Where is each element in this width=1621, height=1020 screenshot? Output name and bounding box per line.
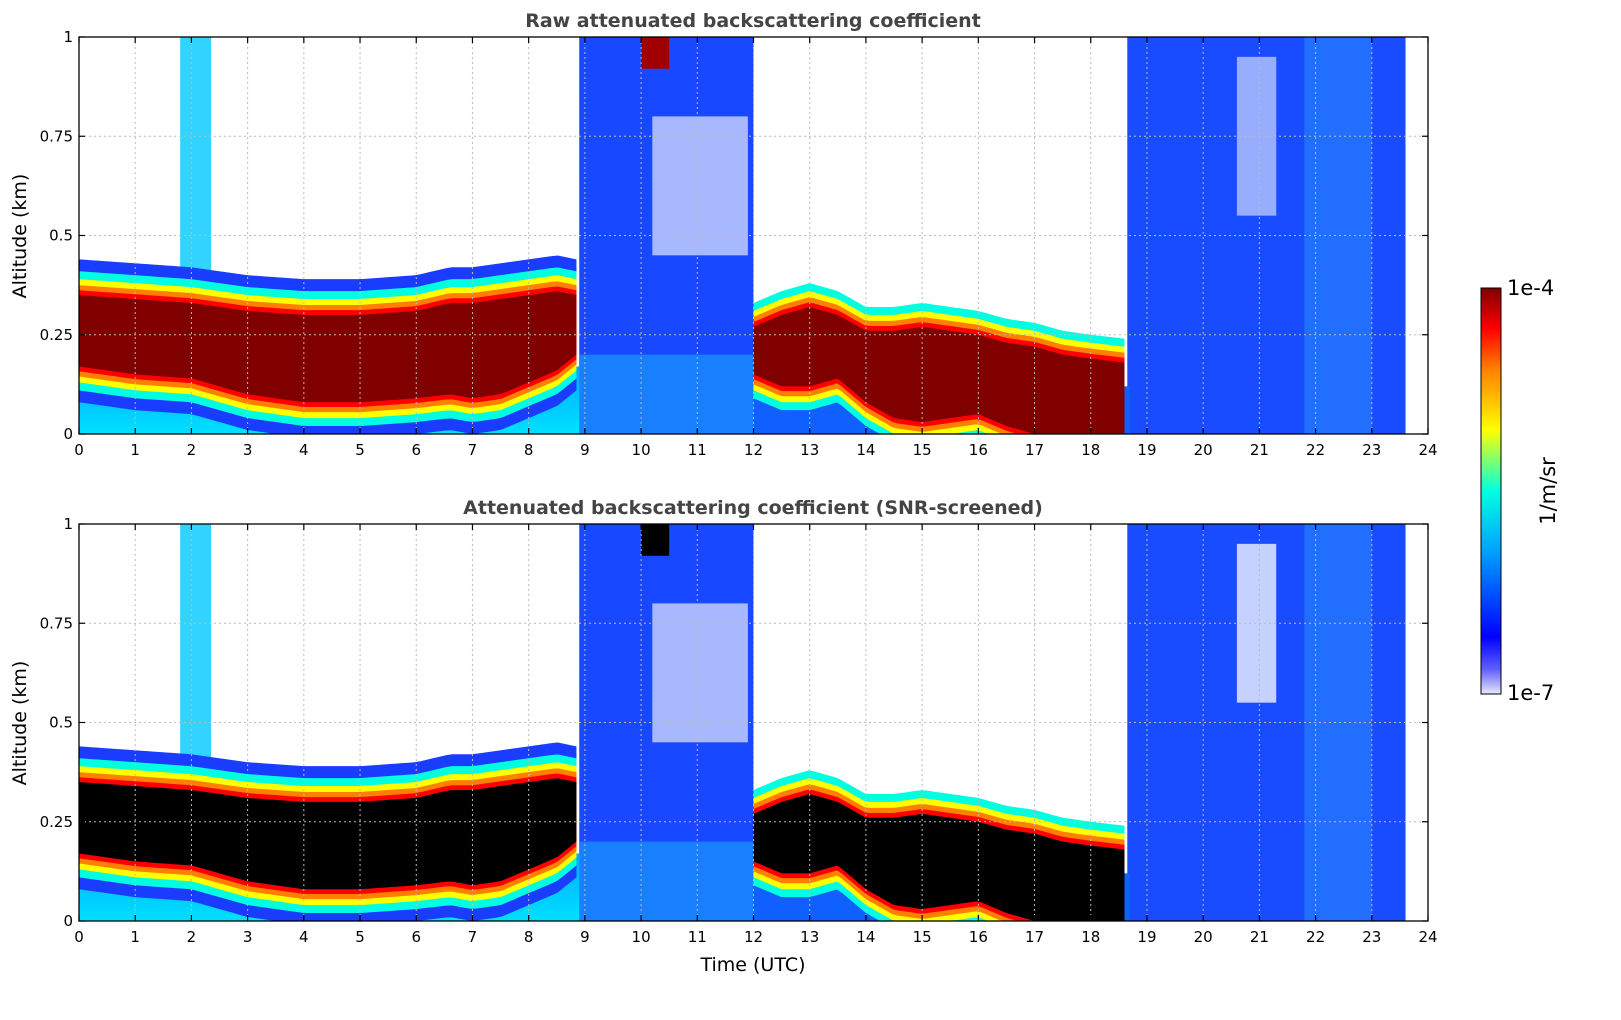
aerosol-layer-band-4	[79, 778, 577, 890]
x-tick-label: 8	[524, 441, 534, 459]
x-tick-label: 9	[580, 441, 590, 459]
x-tick-label: 18	[1081, 441, 1100, 459]
x-tick-label: 23	[1362, 928, 1381, 946]
x-tick-label: 13	[800, 928, 819, 946]
x-tick-label: 18	[1081, 928, 1100, 946]
top-cloud	[641, 37, 670, 69]
x-tick-label: 15	[913, 441, 932, 459]
x-tick-label: 8	[524, 928, 534, 946]
x-tick-label: 21	[1250, 441, 1269, 459]
x-tick-label: 12	[744, 928, 763, 946]
x-tick-label: 7	[468, 441, 478, 459]
y-tick-label: 0	[63, 425, 73, 443]
y-tick-label: 0.25	[40, 326, 73, 344]
x-tick-label: 9	[580, 928, 590, 946]
colorbar: 1e-4 1e-7 1/m/sr	[1480, 276, 1560, 705]
cirrus	[180, 37, 212, 307]
x-tick-label: 17	[1025, 441, 1044, 459]
x-tick-label: 23	[1362, 441, 1381, 459]
x-tick-label: 3	[243, 441, 253, 459]
x-tick-label: 19	[1137, 928, 1156, 946]
ground-band-2	[579, 841, 754, 921]
y-tick-label: 0.5	[49, 227, 73, 245]
x-tick-label: 16	[969, 441, 988, 459]
x-tick-label: 10	[632, 441, 651, 459]
panel-screened-grid	[79, 524, 1428, 921]
x-tick-label: 7	[468, 928, 478, 946]
panel-raw-grid	[79, 37, 1428, 434]
afternoon-layer-band-4	[753, 794, 1125, 921]
y-tick-label: 0.5	[49, 714, 73, 732]
x-tick-label: 1	[130, 928, 140, 946]
top-cloud	[641, 524, 670, 556]
x-tick-label: 20	[1194, 441, 1213, 459]
panel-raw-heatmap	[79, 37, 1406, 434]
x-tick-label: 5	[355, 928, 365, 946]
panel-raw: Raw attenuated backscattering coefficien…	[9, 10, 1438, 459]
y-tick-label: 0.25	[40, 813, 73, 831]
panel-screened-heatmap	[79, 524, 1406, 921]
x-tick-label: 0	[74, 441, 84, 459]
y-tick-label: 1	[63, 28, 73, 46]
x-tick-label: 22	[1306, 441, 1325, 459]
colorbar-unit-label: 1/m/sr	[1536, 457, 1560, 525]
x-tick-label: 0	[74, 928, 84, 946]
y-tick-label: 0.75	[40, 614, 73, 632]
x-tick-label: 3	[243, 928, 253, 946]
x-tick-label: 19	[1137, 441, 1156, 459]
x-tick-label: 20	[1194, 928, 1213, 946]
x-tick-label: 11	[688, 928, 707, 946]
colorbar-min-label: 1e-7	[1507, 681, 1554, 705]
y-tick-label: 0.75	[40, 127, 73, 145]
x-tick-label: 6	[411, 928, 421, 946]
panel-screened-title: Attenuated backscattering coefficient (S…	[463, 497, 1043, 519]
x-tick-label: 2	[187, 441, 197, 459]
panel-screened-xlabel: Time (UTC)	[699, 954, 805, 976]
x-tick-label: 24	[1418, 441, 1437, 459]
x-tick-label: 1	[130, 441, 140, 459]
x-tick-label: 5	[355, 441, 365, 459]
y-tick-label: 1	[63, 515, 73, 533]
x-tick-label: 15	[913, 928, 932, 946]
x-tick-label: 22	[1306, 928, 1325, 946]
x-tick-label: 16	[969, 928, 988, 946]
y-tick-label: 0	[63, 912, 73, 930]
x-tick-label: 2	[187, 928, 197, 946]
x-tick-label: 13	[800, 441, 819, 459]
x-tick-label: 14	[856, 441, 875, 459]
panel-screened: Attenuated backscattering coefficient (S…	[9, 497, 1438, 976]
panel-raw-ticks: 0 1 2 3 4 5 6 7 8 9 10 11 12 13 14 15 16 17 18 19 20 21 22 23 24…	[40, 28, 1438, 459]
cirrus	[180, 524, 212, 794]
x-tick-label: 10	[632, 928, 651, 946]
fog-gap	[652, 603, 748, 743]
x-tick-label: 14	[856, 928, 875, 946]
x-tick-label: 4	[299, 441, 309, 459]
ground-band-2	[579, 354, 754, 434]
x-tick-label: 17	[1025, 928, 1044, 946]
x-tick-label: 12	[744, 441, 763, 459]
x-tick-label: 6	[411, 441, 421, 459]
panel-screened-ylabel: Altitude (km)	[9, 661, 31, 786]
x-tick-label: 21	[1250, 928, 1269, 946]
colorbar-gradient	[1480, 287, 1502, 695]
colorbar-max-label: 1e-4	[1507, 276, 1554, 300]
panel-raw-title: Raw attenuated backscattering coefficien…	[525, 10, 981, 32]
panel-screened-ticks: 0 1 2 3 4 5 6 7 8 9 10 11 12 13 14 15 16 17 18 19 20 21 22 23 24…	[40, 515, 1438, 946]
x-tick-label: 11	[688, 441, 707, 459]
aerosol-layer-band-4	[79, 291, 577, 403]
afternoon-layer-band-4	[753, 307, 1125, 434]
x-tick-label: 24	[1418, 928, 1437, 946]
panel-raw-ylabel: Altitude (km)	[9, 174, 31, 299]
x-tick-label: 4	[299, 928, 309, 946]
fog-gap	[652, 116, 748, 256]
